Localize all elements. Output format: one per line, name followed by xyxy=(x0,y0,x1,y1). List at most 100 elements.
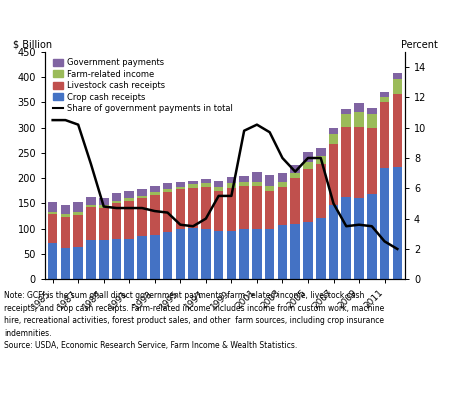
Bar xyxy=(278,225,287,279)
Bar xyxy=(86,205,96,207)
Bar xyxy=(176,190,185,229)
Bar xyxy=(73,212,83,215)
Bar xyxy=(278,173,287,182)
Bar xyxy=(367,114,377,128)
Bar xyxy=(150,186,160,192)
Bar xyxy=(201,179,211,183)
Bar xyxy=(188,184,198,188)
Bar xyxy=(265,191,274,229)
Bar xyxy=(354,127,364,198)
Bar xyxy=(392,94,402,167)
Bar xyxy=(188,228,198,279)
Bar xyxy=(316,148,325,156)
Bar xyxy=(150,195,160,235)
Bar xyxy=(61,217,70,248)
Bar xyxy=(214,181,223,187)
Text: Percent: Percent xyxy=(400,40,437,49)
Bar xyxy=(303,222,313,279)
Bar xyxy=(99,198,108,205)
Bar xyxy=(342,126,351,198)
Bar xyxy=(163,232,172,279)
Bar xyxy=(342,109,351,114)
Bar xyxy=(303,169,313,222)
Bar xyxy=(367,194,377,279)
Bar xyxy=(73,215,83,247)
Bar xyxy=(392,167,402,279)
Bar xyxy=(48,243,58,279)
Bar xyxy=(227,177,236,183)
Bar xyxy=(112,201,122,203)
Bar xyxy=(137,189,147,196)
Bar xyxy=(112,203,122,239)
Bar xyxy=(380,97,389,103)
Bar xyxy=(380,92,389,97)
Bar xyxy=(188,181,198,184)
Text: Note: GCFI is the sum of all direct government payments, farm-related income, li: Note: GCFI is the sum of all direct gove… xyxy=(4,291,385,350)
Bar xyxy=(214,187,223,191)
Bar xyxy=(239,186,249,229)
Bar xyxy=(265,186,274,191)
Bar xyxy=(48,214,58,243)
Bar xyxy=(61,214,70,217)
Bar xyxy=(303,162,313,169)
Bar xyxy=(227,183,236,188)
Bar xyxy=(239,176,249,182)
Bar xyxy=(61,205,70,214)
Bar xyxy=(252,182,262,186)
Bar xyxy=(201,187,211,229)
Bar xyxy=(328,134,338,144)
Bar xyxy=(290,224,300,279)
Bar xyxy=(290,173,300,178)
Bar xyxy=(201,183,211,187)
Bar xyxy=(342,114,351,126)
Bar xyxy=(48,211,58,214)
Bar xyxy=(278,187,287,225)
Bar xyxy=(125,201,134,239)
Text: $ Billion: $ Billion xyxy=(13,40,52,49)
Text: Gross cash farm income (GCFI) and government payments' share: Gross cash farm income (GCFI) and govern… xyxy=(5,14,437,26)
Bar xyxy=(328,144,338,205)
Bar xyxy=(239,182,249,186)
Bar xyxy=(227,188,236,231)
Bar xyxy=(201,229,211,279)
Bar xyxy=(137,236,147,279)
Bar xyxy=(163,192,172,232)
Bar xyxy=(125,191,134,198)
Bar xyxy=(367,108,377,114)
Bar xyxy=(290,165,300,173)
Bar xyxy=(214,191,223,231)
Bar xyxy=(328,205,338,279)
Bar xyxy=(252,186,262,229)
Bar xyxy=(328,128,338,134)
Bar xyxy=(265,229,274,279)
Bar xyxy=(125,239,134,279)
Bar xyxy=(73,202,83,212)
Bar xyxy=(150,235,160,279)
Bar xyxy=(265,175,274,186)
Bar xyxy=(163,183,172,190)
Bar xyxy=(99,207,108,240)
Bar xyxy=(163,190,172,192)
Bar xyxy=(48,202,58,211)
Bar xyxy=(112,193,122,201)
Bar xyxy=(290,178,300,224)
Bar xyxy=(392,73,402,79)
Bar xyxy=(380,168,389,279)
Bar xyxy=(86,197,96,205)
Bar xyxy=(137,198,147,236)
Bar xyxy=(176,182,185,187)
Bar xyxy=(86,240,96,279)
Bar xyxy=(86,207,96,240)
Bar xyxy=(354,112,364,127)
Bar xyxy=(125,198,134,201)
Bar xyxy=(137,196,147,198)
Bar xyxy=(380,103,389,168)
Bar xyxy=(354,103,364,112)
Bar xyxy=(176,187,185,190)
Bar xyxy=(342,198,351,279)
Bar xyxy=(392,79,402,94)
Bar xyxy=(176,229,185,279)
Bar xyxy=(354,198,364,279)
Bar xyxy=(73,247,83,279)
Bar xyxy=(252,229,262,279)
